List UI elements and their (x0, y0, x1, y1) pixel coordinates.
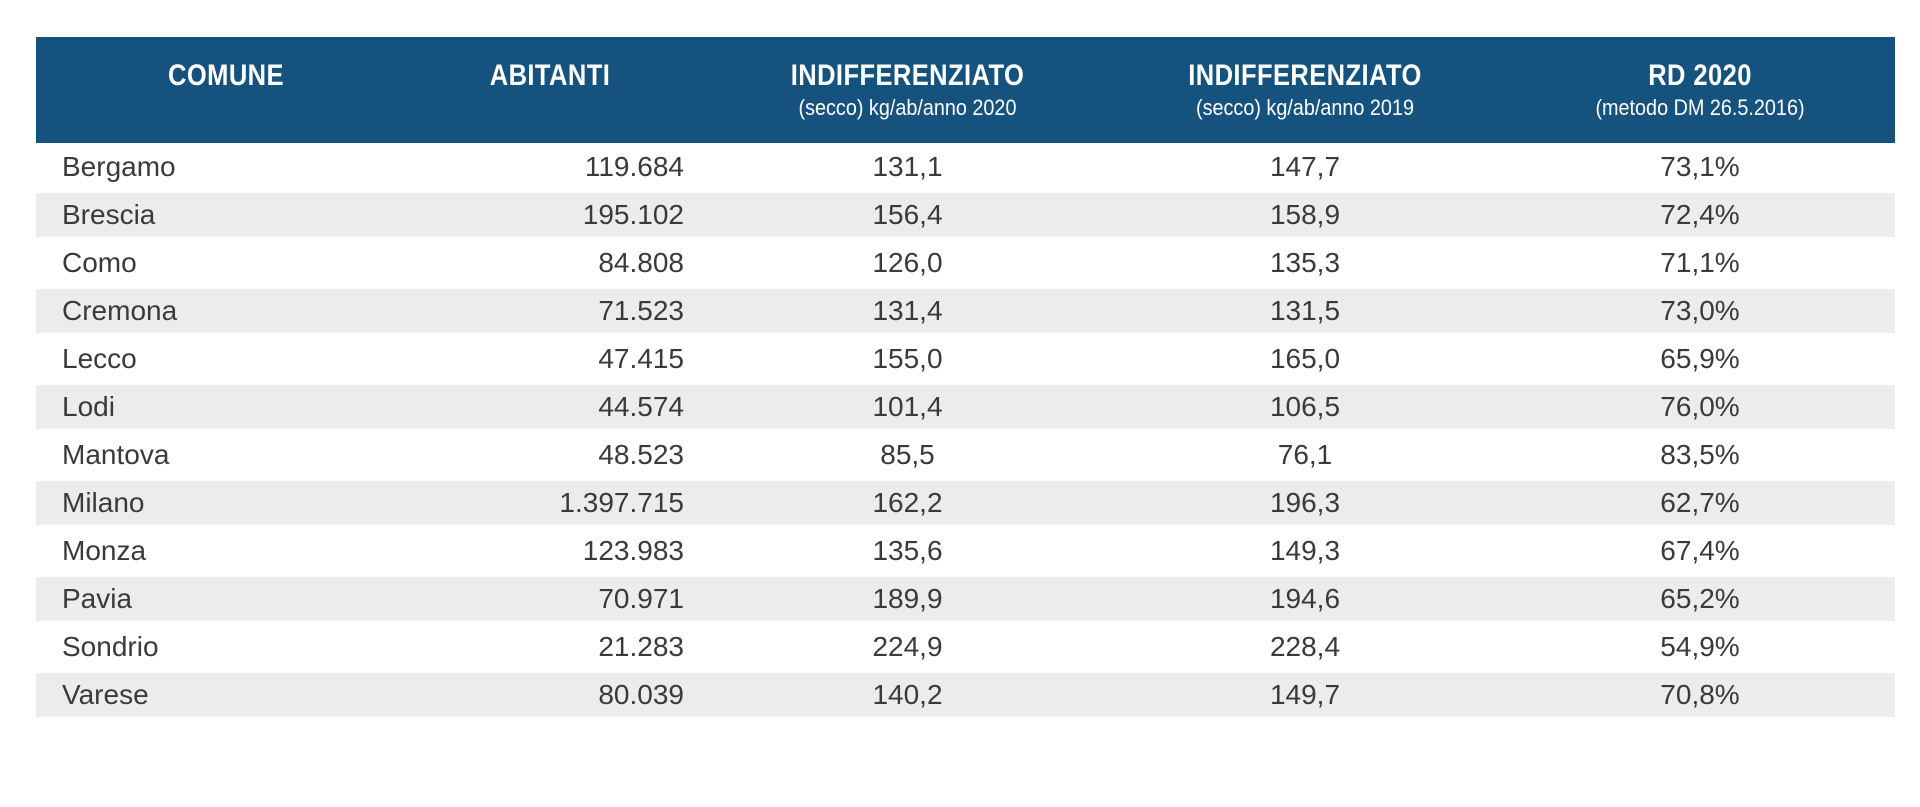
column-header-sublabel (78, 95, 373, 121)
cell-ind2020: 126,0 (710, 239, 1105, 287)
cell-abitanti: 123.983 (390, 527, 710, 575)
cell-abitanti: 48.523 (390, 431, 710, 479)
column-header-indifferenziato-2020: INDIFFERENZIATO (secco) kg/ab/anno 2020 (710, 37, 1105, 143)
table-row: Pavia 70.971 189,9 194,6 65,2% (36, 575, 1895, 623)
table-row: Cremona 71.523 131,4 131,5 73,0% (36, 287, 1895, 335)
cell-ind2019: 149,3 (1105, 527, 1505, 575)
cell-rd2020: 72,4% (1505, 191, 1895, 239)
cell-rd2020: 73,1% (1505, 143, 1895, 191)
cell-comune: Bergamo (36, 143, 390, 191)
cell-ind2020: 85,5 (710, 431, 1105, 479)
cell-rd2020: 54,9% (1505, 623, 1895, 671)
cell-rd2020: 67,4% (1505, 527, 1895, 575)
cell-abitanti: 1.397.715 (390, 479, 710, 527)
cell-abitanti: 47.415 (390, 335, 710, 383)
cell-ind2020: 189,9 (710, 575, 1105, 623)
column-header-comune: COMUNE (36, 37, 390, 143)
cell-ind2019: 76,1 (1105, 431, 1505, 479)
cell-abitanti: 70.971 (390, 575, 710, 623)
waste-data-table: COMUNE ABITANTI INDIFFERENZIATO (36, 37, 1895, 719)
column-header-sublabel (406, 95, 694, 121)
header-row: COMUNE ABITANTI INDIFFERENZIATO (36, 37, 1895, 143)
cell-abitanti: 84.808 (390, 239, 710, 287)
table-row: Milano 1.397.715 162,2 196,3 62,7% (36, 479, 1895, 527)
cell-abitanti: 119.684 (390, 143, 710, 191)
table-row: Bergamo 119.684 131,1 147,7 73,1% (36, 143, 1895, 191)
column-header-sublabel: (secco) kg/ab/anno 2019 (1196, 94, 1414, 120)
table-row: Sondrio 21.283 224,9 228,4 54,9% (36, 623, 1895, 671)
column-header-sublabel: (secco) kg/ab/anno 2020 (798, 94, 1017, 120)
table-row: Mantova 48.523 85,5 76,1 83,5% (36, 431, 1895, 479)
cell-comune: Varese (36, 671, 390, 719)
column-header-abitanti: ABITANTI (390, 37, 710, 143)
cell-ind2020: 155,0 (710, 335, 1105, 383)
waste-data-table-container: COMUNE ABITANTI INDIFFERENZIATO (36, 37, 1895, 719)
column-header-label: INDIFFERENZIATO (1188, 58, 1422, 92)
cell-ind2020: 101,4 (710, 383, 1105, 431)
cell-ind2020: 131,4 (710, 287, 1105, 335)
cell-ind2020: 156,4 (710, 191, 1105, 239)
cell-comune: Pavia (36, 575, 390, 623)
cell-abitanti: 21.283 (390, 623, 710, 671)
cell-ind2020: 131,1 (710, 143, 1105, 191)
column-header-label: COMUNE (168, 58, 284, 92)
cell-abitanti: 44.574 (390, 383, 710, 431)
cell-comune: Monza (36, 527, 390, 575)
cell-comune: Lodi (36, 383, 390, 431)
cell-ind2019: 158,9 (1105, 191, 1505, 239)
cell-ind2020: 135,6 (710, 527, 1105, 575)
cell-comune: Cremona (36, 287, 390, 335)
cell-rd2020: 73,0% (1505, 287, 1895, 335)
column-header-rd-2020: RD 2020 (metodo DM 26.5.2016) (1505, 37, 1895, 143)
cell-ind2019: 196,3 (1105, 479, 1505, 527)
column-header-sublabel: (metodo DM 26.5.2016) (1595, 94, 1805, 120)
table-header: COMUNE ABITANTI INDIFFERENZIATO (36, 37, 1895, 143)
cell-rd2020: 71,1% (1505, 239, 1895, 287)
column-header-label: ABITANTI (489, 58, 611, 92)
cell-comune: Mantova (36, 431, 390, 479)
column-header-label: RD 2020 (1648, 58, 1752, 92)
cell-ind2019: 131,5 (1105, 287, 1505, 335)
table-row: Varese 80.039 140,2 149,7 70,8% (36, 671, 1895, 719)
column-header-label: INDIFFERENZIATO (790, 58, 1025, 92)
cell-rd2020: 83,5% (1505, 431, 1895, 479)
cell-ind2019: 228,4 (1105, 623, 1505, 671)
table-row: Lecco 47.415 155,0 165,0 65,9% (36, 335, 1895, 383)
cell-comune: Lecco (36, 335, 390, 383)
cell-rd2020: 65,2% (1505, 575, 1895, 623)
table-row: Como 84.808 126,0 135,3 71,1% (36, 239, 1895, 287)
cell-ind2019: 165,0 (1105, 335, 1505, 383)
cell-comune: Sondrio (36, 623, 390, 671)
cell-ind2019: 135,3 (1105, 239, 1505, 287)
cell-ind2020: 162,2 (710, 479, 1105, 527)
cell-ind2019: 149,7 (1105, 671, 1505, 719)
cell-comune: Brescia (36, 191, 390, 239)
table-row: Brescia 195.102 156,4 158,9 72,4% (36, 191, 1895, 239)
cell-abitanti: 71.523 (390, 287, 710, 335)
cell-ind2020: 224,9 (710, 623, 1105, 671)
cell-ind2020: 140,2 (710, 671, 1105, 719)
table-body: Bergamo 119.684 131,1 147,7 73,1% Brescia 195.… (36, 143, 1895, 719)
cell-ind2019: 106,5 (1105, 383, 1505, 431)
cell-abitanti: 195.102 (390, 191, 710, 239)
cell-ind2019: 147,7 (1105, 143, 1505, 191)
cell-rd2020: 76,0% (1505, 383, 1895, 431)
table-row: Lodi 44.574 101,4 106,5 76,0% (36, 383, 1895, 431)
cell-comune: Como (36, 239, 390, 287)
table-row: Monza 123.983 135,6 149,3 67,4% (36, 527, 1895, 575)
cell-rd2020: 70,8% (1505, 671, 1895, 719)
cell-abitanti: 80.039 (390, 671, 710, 719)
cell-ind2019: 194,6 (1105, 575, 1505, 623)
cell-comune: Milano (36, 479, 390, 527)
cell-rd2020: 62,7% (1505, 479, 1895, 527)
column-header-indifferenziato-2019: INDIFFERENZIATO (secco) kg/ab/anno 2019 (1105, 37, 1505, 143)
cell-rd2020: 65,9% (1505, 335, 1895, 383)
